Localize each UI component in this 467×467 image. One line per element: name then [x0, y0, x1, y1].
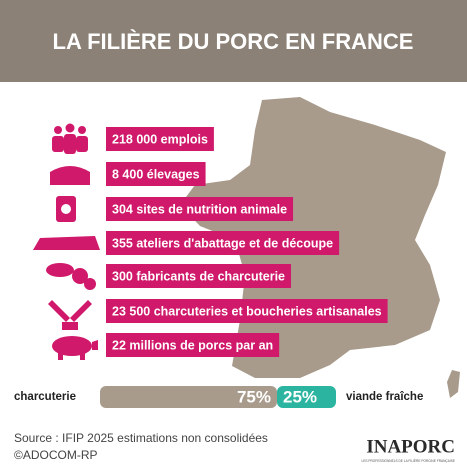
title: LA FILIÈRE DU PORC EN FRANCE [53, 29, 414, 54]
header-band [0, 0, 467, 82]
source-line: ©ADOCOM-RP [14, 448, 98, 462]
stat-box [106, 333, 280, 357]
stats: 218 000 emplois 8 400 élevages 304 sites d… [106, 127, 388, 357]
source-line: Source : IFIP 2025 estimations non conso… [14, 431, 268, 445]
split-value-label: 75% [237, 387, 271, 406]
stat-text: 355 ateliers d'abattage et de découpe [112, 236, 333, 250]
stat-text: 23 500 charcuteries et boucheries artisa… [112, 304, 382, 318]
split-segment [277, 386, 336, 408]
stat-box [106, 231, 340, 255]
corsica [447, 370, 460, 398]
stat-text: 300 fabricants de charcuterie [112, 269, 285, 283]
stat-text: 8 400 élevages [112, 167, 200, 181]
stat-box [106, 127, 214, 151]
stat-box [106, 197, 294, 221]
stat-box [106, 162, 206, 186]
stat-box [106, 264, 291, 288]
split-value-label: 25% [283, 387, 317, 406]
stat-box [106, 299, 388, 323]
split-right-label: viande fraîche [346, 391, 423, 403]
stat-text: 304 sites de nutrition animale [112, 202, 287, 216]
stat-text: 218 000 emplois [112, 132, 208, 146]
stat-text: 22 millions de porcs par an [112, 338, 273, 352]
split-left-label: charcuterie [14, 391, 76, 403]
logo-name: INAPORC [366, 436, 455, 457]
split-bar: 75% 25% [100, 386, 336, 408]
logo-tagline: LES PROFESSIONNELS DE LA FILIÈRE PORCINE… [361, 458, 455, 463]
split-segment [100, 386, 277, 408]
icons [33, 123, 100, 360]
